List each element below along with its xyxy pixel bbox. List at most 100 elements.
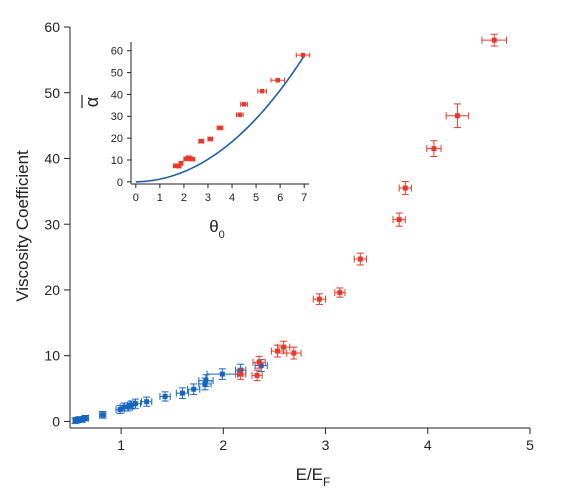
main-data-point xyxy=(99,411,107,419)
main-data-point xyxy=(252,355,266,369)
main-marker xyxy=(396,217,402,223)
main-marker xyxy=(491,37,497,43)
main-marker xyxy=(337,290,343,296)
inset-marker xyxy=(198,138,204,144)
main-y-tick-label: 20 xyxy=(44,282,60,298)
main-data-point xyxy=(277,340,291,354)
main-x-tick-label: 3 xyxy=(322,437,330,453)
main-marker xyxy=(402,185,408,191)
inset-plot: 0 1 2 3 4 5 6 7 0 10 20 30 40 50 60 θ0 α xyxy=(81,42,311,241)
inset-y-tick-label: 20 xyxy=(111,133,123,145)
inset-marker xyxy=(275,77,280,83)
main-data-point xyxy=(392,212,406,227)
main-marker xyxy=(132,401,138,407)
inset-data-point xyxy=(198,138,205,144)
main-marker xyxy=(100,412,106,418)
main-marker xyxy=(191,386,197,392)
inset-marker xyxy=(173,163,178,169)
main-data-point xyxy=(129,398,142,409)
main-marker xyxy=(202,381,208,387)
inset-y-tick-label: 0 xyxy=(117,177,123,189)
inset-x-tick-label: 4 xyxy=(229,192,235,204)
main-data-point xyxy=(141,396,153,407)
inset-y-tick-label: 50 xyxy=(111,68,123,80)
main-data-point xyxy=(286,346,302,360)
main-x-tick-label: 1 xyxy=(117,437,125,453)
main-data-point xyxy=(251,369,263,382)
inset-marker xyxy=(176,163,182,169)
main-marker xyxy=(291,350,297,356)
main-data-point xyxy=(175,387,190,399)
main-data-point xyxy=(426,140,442,158)
main-x-tick-label: 5 xyxy=(526,437,534,453)
main-marker xyxy=(431,146,437,152)
main-y-tick-label: 40 xyxy=(44,151,60,167)
inset-x-tick-label: 2 xyxy=(181,192,187,204)
inset-x-tick-label: 6 xyxy=(277,192,283,204)
svg-text:α: α xyxy=(82,97,102,107)
inset-data-point xyxy=(189,156,196,162)
inset-marker xyxy=(217,125,223,131)
inset-marker xyxy=(208,136,213,142)
main-marker xyxy=(82,415,88,421)
main-marker xyxy=(203,378,209,384)
main-data-point xyxy=(159,391,171,402)
inset-data-point xyxy=(257,88,267,94)
inset-marker xyxy=(190,156,195,162)
inset-x-tick-label: 0 xyxy=(133,192,139,204)
main-marker xyxy=(357,256,363,262)
main-marker xyxy=(144,399,150,405)
inset-data-point xyxy=(235,112,244,118)
inset-data-point xyxy=(240,101,248,107)
main-marker xyxy=(281,344,287,350)
inset-x-tick-label: 5 xyxy=(253,192,259,204)
inset-x-tick-label: 1 xyxy=(157,192,163,204)
inset-data-point xyxy=(270,77,285,83)
inset-y-tick-label: 10 xyxy=(111,155,123,167)
main-data-point xyxy=(206,368,239,380)
main-marker xyxy=(179,390,185,396)
inset-marker xyxy=(300,52,306,58)
main-data-point xyxy=(481,33,507,47)
inset-marker xyxy=(178,160,184,166)
main-data-point xyxy=(187,383,201,395)
main-marker xyxy=(219,371,225,377)
inset-x-tick-label: 7 xyxy=(301,192,307,204)
inset-y-axis-title: α xyxy=(81,95,102,108)
inset-marker xyxy=(237,112,242,117)
inset-marker xyxy=(186,155,191,161)
inset-x-axis-title: θ0 xyxy=(209,217,225,241)
inset-x-tick-label: 3 xyxy=(205,192,211,204)
main-data-point xyxy=(235,368,247,380)
main-marker xyxy=(254,372,260,378)
main-marker xyxy=(128,402,134,408)
main-marker xyxy=(256,359,262,365)
inset-y-tick-label: 60 xyxy=(111,46,123,58)
main-marker xyxy=(258,363,264,369)
main-marker xyxy=(454,113,460,119)
main-marker xyxy=(316,296,322,302)
main-x-tick-label: 4 xyxy=(424,437,432,453)
main-marker xyxy=(275,348,281,354)
inset-y-tick-label: 40 xyxy=(111,89,123,101)
main-data-point xyxy=(312,293,327,305)
main-data-point xyxy=(198,374,214,388)
main-x-axis-title: E/EF xyxy=(296,465,331,489)
main-data-point xyxy=(445,103,470,129)
main-y-tick-label: 50 xyxy=(44,85,60,101)
main-marker xyxy=(162,393,168,399)
main-y-tick-label: 10 xyxy=(44,348,60,364)
main-y-tick-label: 60 xyxy=(44,19,60,35)
inset-y-tick-label: 30 xyxy=(111,111,123,123)
main-data-point xyxy=(398,180,412,196)
inset-data-point xyxy=(295,52,311,58)
main-data-point xyxy=(353,252,367,266)
main-marker xyxy=(238,371,244,377)
main-marker xyxy=(76,416,82,422)
inset-data-point xyxy=(207,136,214,142)
main-marker xyxy=(125,404,131,410)
main-y-tick-label: 30 xyxy=(44,216,60,232)
inset-marker xyxy=(241,102,247,107)
